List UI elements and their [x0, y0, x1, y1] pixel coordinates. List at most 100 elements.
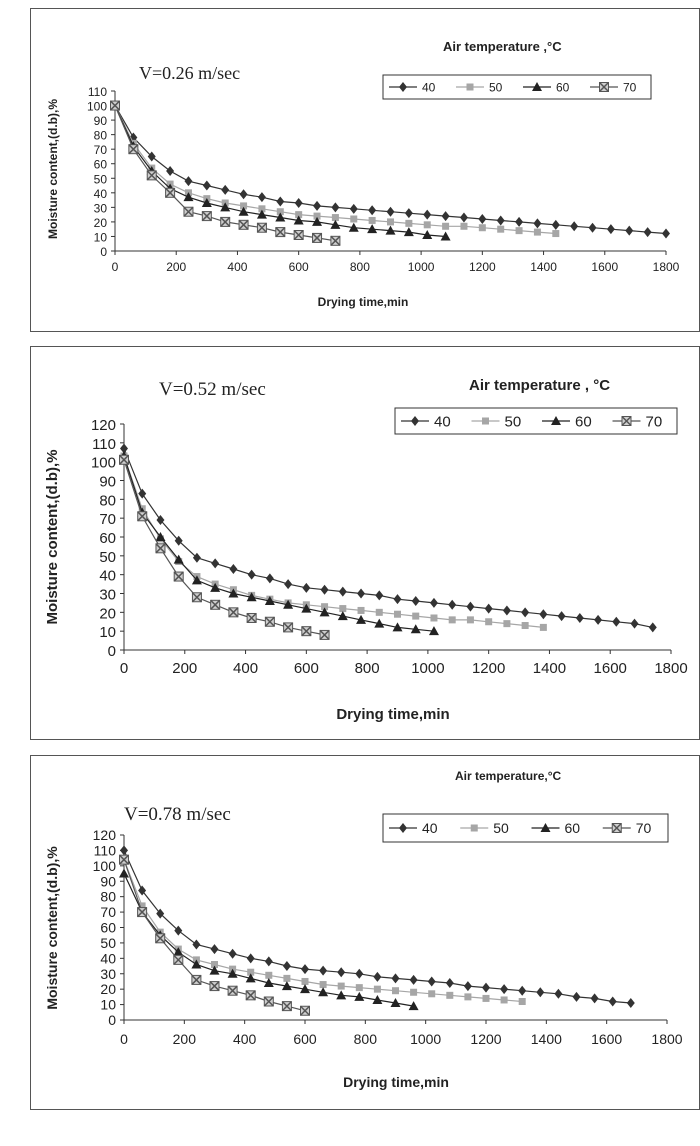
data-point	[155, 532, 166, 541]
data-point	[220, 202, 231, 212]
data-point	[410, 988, 418, 996]
data-point	[428, 626, 439, 636]
y-tick-label: 60	[94, 158, 108, 172]
data-point	[497, 225, 505, 233]
x-axis-title: Drying time,min	[336, 706, 449, 723]
data-point	[354, 991, 365, 1001]
x-tick-label: 200	[166, 260, 186, 274]
legend-marker-60	[551, 416, 561, 425]
series-60	[119, 868, 419, 1011]
series-line-50	[123, 859, 523, 1003]
series-50	[111, 102, 560, 238]
data-point	[367, 224, 378, 234]
data-point	[643, 227, 652, 238]
data-point	[428, 990, 436, 998]
data-point	[275, 227, 286, 238]
series-40	[120, 845, 635, 1009]
series-40	[120, 443, 657, 633]
y-tick-label: 50	[100, 935, 116, 951]
data-point	[300, 984, 310, 994]
data-point	[257, 192, 266, 203]
x-tick-label: 1200	[470, 1031, 501, 1047]
y-tick-label: 110	[94, 842, 117, 858]
data-point	[440, 231, 451, 241]
data-point	[276, 208, 284, 216]
y-tick-label: 30	[99, 587, 116, 604]
data-point	[387, 218, 394, 226]
legend-title: Air temperature,°C	[455, 769, 561, 783]
data-point	[608, 996, 617, 1007]
data-point	[119, 868, 129, 878]
data-point	[539, 623, 547, 631]
y-tick-label: 30	[100, 966, 116, 982]
data-point	[590, 993, 599, 1004]
data-point	[429, 597, 438, 608]
data-point	[312, 216, 323, 226]
data-point	[392, 987, 399, 995]
series-line-50	[123, 455, 544, 628]
y-tick-label: 40	[100, 950, 116, 966]
data-point	[263, 996, 274, 1007]
y-tick-label: 70	[94, 143, 108, 157]
data-point	[625, 225, 634, 236]
legend: 40 50 60 70	[382, 813, 669, 843]
legend-label-70: 70	[636, 820, 652, 836]
x-tick-label: 800	[354, 1031, 378, 1047]
data-point	[258, 205, 266, 213]
series-50	[120, 452, 547, 631]
data-point	[408, 1001, 419, 1011]
data-point	[412, 612, 420, 620]
legend-marker-40	[411, 416, 419, 426]
data-point	[201, 198, 212, 207]
data-point	[191, 592, 202, 603]
data-point	[282, 961, 291, 972]
x-tick-label: 800	[350, 260, 370, 274]
legend-label-60: 60	[565, 820, 581, 836]
data-point	[209, 981, 220, 992]
legend-label-70: 70	[646, 413, 663, 430]
data-point	[374, 618, 385, 628]
x-tick-label: 200	[172, 660, 197, 677]
x-tick-label: 200	[173, 1031, 197, 1047]
data-point	[594, 614, 603, 625]
data-point	[496, 215, 505, 226]
data-point	[264, 596, 275, 606]
data-point	[478, 214, 487, 224]
data-point	[330, 235, 341, 246]
data-point	[247, 968, 255, 976]
data-point	[554, 988, 563, 999]
data-point	[349, 203, 358, 214]
data-point	[572, 991, 581, 1002]
data-point	[570, 221, 579, 232]
data-point	[184, 176, 193, 187]
y-tick-label: 0	[108, 1012, 116, 1028]
data-point	[336, 990, 347, 1000]
data-point	[533, 228, 541, 236]
y-tick-label: 10	[94, 230, 108, 244]
data-point	[521, 607, 530, 618]
data-point	[410, 624, 421, 634]
data-point	[227, 968, 238, 978]
y-tick-label: 90	[94, 114, 108, 128]
y-tick-label: 60	[100, 920, 116, 936]
data-point	[138, 902, 146, 910]
legend-label-50: 50	[489, 80, 503, 94]
y-tick-label: 70	[100, 904, 116, 920]
y-tick-label: 60	[99, 530, 116, 547]
data-point	[238, 219, 249, 230]
x-tick-label: 400	[227, 260, 247, 274]
data-point	[137, 907, 148, 918]
data-point	[391, 973, 400, 984]
x-tick-label: 600	[294, 660, 319, 677]
data-point	[460, 222, 468, 230]
data-point	[319, 607, 330, 617]
data-point	[293, 229, 304, 241]
legend: 40 50 60 70	[382, 74, 652, 100]
x-tick-label: 800	[355, 660, 380, 677]
data-point	[386, 206, 395, 217]
data-point	[612, 616, 621, 627]
x-tick-label: 1200	[469, 260, 496, 274]
data-point	[283, 599, 294, 609]
data-point	[350, 215, 358, 223]
series-60	[110, 100, 451, 241]
